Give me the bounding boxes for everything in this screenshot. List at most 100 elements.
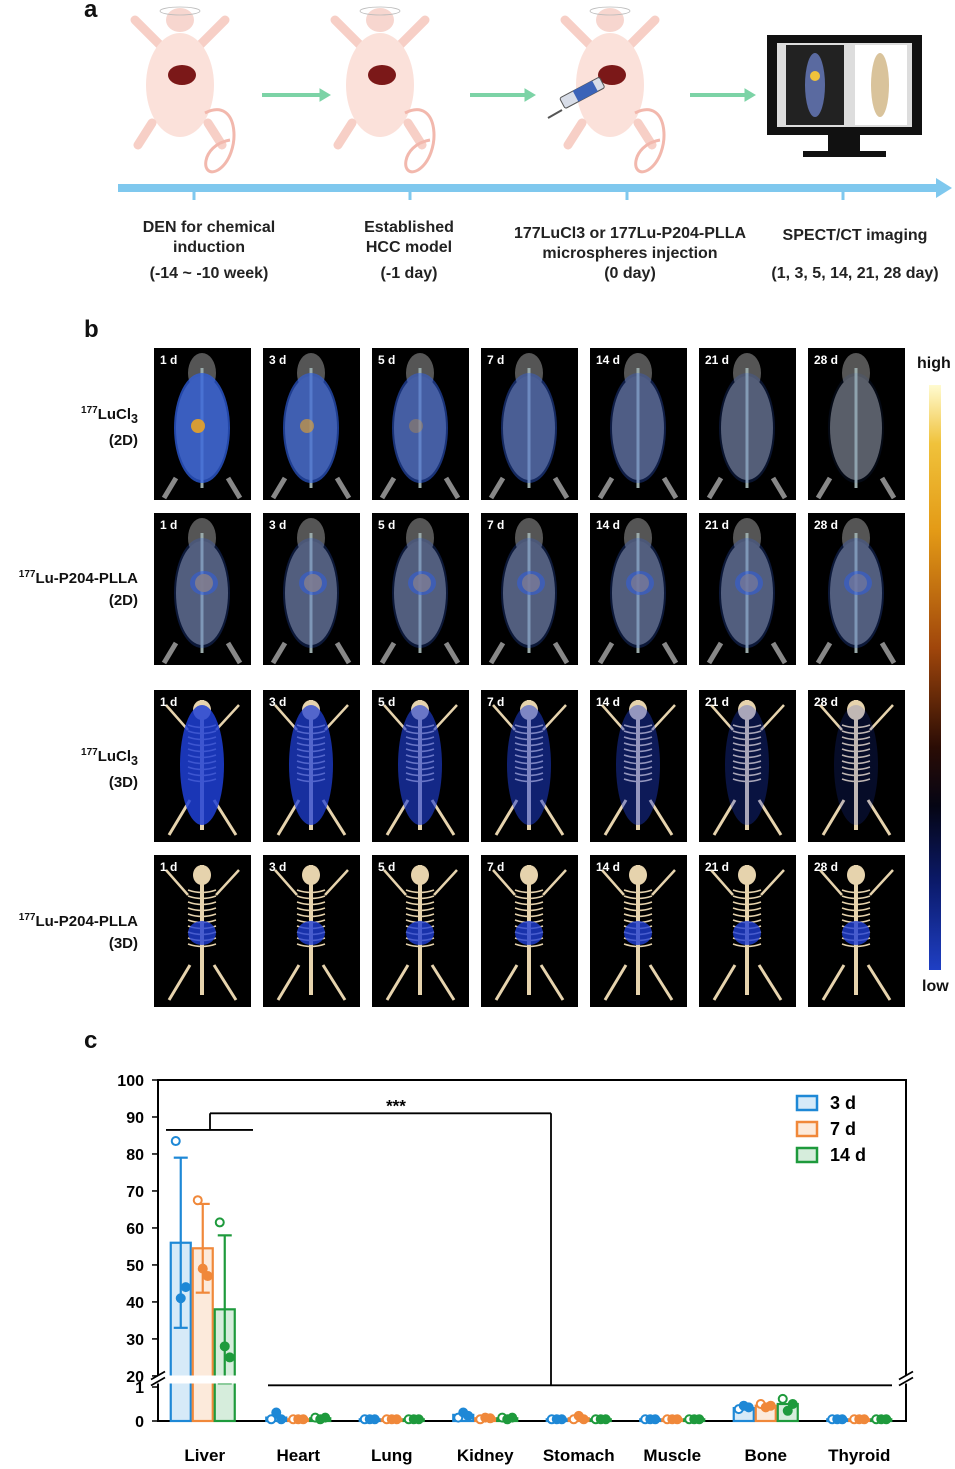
spect-ct-image: 3 d: [263, 855, 360, 1007]
spect-ct-image: 1 d: [154, 855, 251, 1007]
day-label: 5 d: [378, 695, 396, 709]
spect-ct-image: 28 d: [808, 855, 905, 1007]
day-label: 1 d: [160, 518, 178, 532]
data-point: [224, 1352, 235, 1363]
data-point: [837, 1414, 848, 1425]
step-line1: DEN for chemical: [142, 219, 276, 236]
spect-ct-image: 28 d: [808, 513, 905, 665]
data-point: [413, 1414, 424, 1425]
data-point: [507, 1412, 518, 1423]
timeline-arrow: [118, 178, 952, 200]
mouse-icon: [135, 7, 234, 172]
colorbar-high-label: high: [917, 355, 951, 372]
legend-label: 3 d: [830, 1093, 856, 1113]
significance-stars: ***: [386, 1096, 406, 1115]
day-label: 14 d: [596, 695, 621, 709]
workflow-illustration: [118, 0, 952, 200]
day-label: 14 d: [596, 353, 621, 367]
row-label-lucl3-2d: 177LuCl3 (2D): [0, 400, 138, 452]
biodistribution-bar-chart: 20 30 40 50 60 70 80 90 100 0 1 Liver Heart Lung Kidne…: [117, 1073, 914, 1465]
axis-break-right: [900, 1375, 914, 1384]
spect-ct-image: 3 d: [263, 513, 360, 665]
day-label: 21 d: [705, 695, 730, 709]
axis-break-mark: [898, 1376, 914, 1387]
step-injection: 177LuCl3 or 177Lu-P204-PLLA microspheres…: [505, 224, 755, 284]
panel-b-letter: b: [84, 316, 99, 343]
day-label: 1 d: [160, 695, 178, 709]
data-point: [881, 1414, 892, 1425]
x-category-label: Heart: [277, 1446, 321, 1465]
x-category-label: Bone: [745, 1446, 788, 1465]
day-label: 14 d: [596, 518, 621, 532]
y-tick-label: 90: [126, 1110, 144, 1127]
data-point: [266, 1414, 277, 1425]
data-point: [777, 1393, 788, 1404]
day-label: 21 d: [705, 518, 730, 532]
step-den: DEN for chemical induction (-14 ~ -10 we…: [104, 218, 314, 284]
step-time: (-14 ~ -10 week): [149, 265, 269, 282]
legend-swatch: [795, 1120, 819, 1138]
spect-ct-image: 21 d: [699, 513, 796, 665]
mode: (2D): [108, 432, 138, 449]
data-point: [369, 1414, 380, 1425]
data-point: [578, 1414, 589, 1425]
step-hcc: Established HCC model (-1 day): [314, 218, 504, 284]
spect-ct-image: 3 d: [263, 690, 360, 842]
axis-break-mark: [898, 1370, 914, 1381]
spect-ct-image: 1 d: [154, 690, 251, 842]
spect-ct-image: 5 d: [372, 513, 469, 665]
axis-break-left: [152, 1375, 166, 1384]
day-label: 3 d: [269, 695, 287, 709]
isotope: 177: [18, 912, 36, 923]
spect-ct-image: 28 d: [808, 690, 905, 842]
y-tick-label: 40: [126, 1295, 144, 1312]
panel-a-letter: a: [84, 0, 98, 23]
day-label: 5 d: [378, 353, 396, 367]
spect-ct-image: 14 d: [590, 513, 687, 665]
flow-arrows: [262, 88, 756, 102]
day-label: 28 d: [814, 860, 839, 874]
row-label-pllа-2d: 177Lu-P204-PLLA (2D): [0, 564, 138, 612]
day-label: 7 d: [487, 860, 505, 874]
compound: Lu-P204-PLLA: [35, 913, 138, 930]
isotope: 177: [81, 405, 98, 416]
data-point: [298, 1414, 309, 1425]
spect-ct-image: 14 d: [590, 348, 687, 500]
y-tick-label: 100: [117, 1073, 144, 1090]
spect-ct-image: 7 d: [481, 690, 578, 842]
step-time: (0 day): [604, 265, 656, 282]
row-label-plla-3d: 177Lu-P204-PLLA (3D): [0, 907, 138, 955]
bar-break-gap: [166, 1375, 246, 1384]
day-label: 28 d: [814, 695, 839, 709]
step-line2: HCC model: [365, 239, 453, 256]
mode: (3D): [108, 935, 138, 952]
data-point: [600, 1414, 611, 1425]
x-category-label: Lung: [371, 1446, 413, 1465]
step-time: (-1 day): [380, 265, 438, 282]
y-tick-label: 70: [126, 1184, 144, 1201]
step-line1: Established: [364, 219, 454, 236]
legend-label: 7 d: [830, 1119, 856, 1139]
data-point: [485, 1413, 496, 1424]
day-label: 3 d: [269, 518, 287, 532]
data-point: [672, 1414, 683, 1425]
panel-c-letter: c: [84, 1027, 98, 1054]
spect-ct-image: 7 d: [481, 348, 578, 500]
spect-ct-image: 1 d: [154, 513, 251, 665]
data-point: [271, 1407, 282, 1418]
mode: (3D): [108, 774, 138, 791]
spect-ct-image: 3 d: [263, 348, 360, 500]
legend-label: 14 d: [830, 1145, 866, 1165]
spect-ct-image: 14 d: [590, 855, 687, 1007]
spect-ct-image: 5 d: [372, 348, 469, 500]
data-point: [859, 1414, 870, 1425]
data-point: [650, 1414, 661, 1425]
data-point: [320, 1412, 331, 1423]
y-tick-label: 0: [135, 1414, 144, 1431]
day-label: 21 d: [705, 860, 730, 874]
y-tick-label: 1: [135, 1380, 144, 1397]
data-point: [787, 1399, 798, 1409]
x-category-label: Muscle: [643, 1446, 701, 1465]
data-point: [180, 1282, 191, 1293]
step-time: (1, 3, 5, 14, 21, 28 day): [771, 265, 939, 282]
